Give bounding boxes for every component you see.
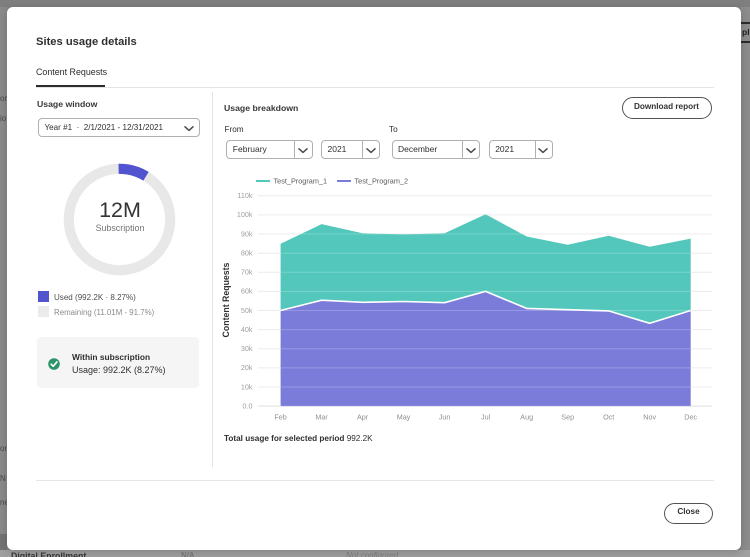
svg-text:0.0: 0.0 (243, 401, 253, 410)
svg-text:Jul: Jul (481, 413, 491, 422)
svg-text:Sep: Sep (561, 413, 574, 422)
svg-text:60k: 60k (241, 287, 253, 296)
svg-text:Jun: Jun (439, 413, 451, 422)
svg-text:100k: 100k (237, 210, 253, 219)
svg-text:70k: 70k (241, 268, 253, 277)
svg-text:Content Requests: Content Requests (221, 262, 231, 337)
svg-text:40k: 40k (241, 325, 253, 334)
svg-text:Test_Program_1: Test_Program_1 (274, 177, 328, 186)
svg-text:Oct: Oct (603, 413, 614, 422)
svg-text:30k: 30k (241, 344, 253, 353)
svg-text:Apr: Apr (357, 413, 369, 422)
svg-text:10k: 10k (241, 382, 253, 391)
svg-text:Nov: Nov (643, 413, 656, 422)
svg-text:May: May (397, 413, 411, 422)
svg-text:Dec: Dec (684, 413, 697, 422)
svg-text:Test_Program_2: Test_Program_2 (355, 177, 409, 186)
svg-text:Feb: Feb (274, 413, 286, 422)
svg-text:Aug: Aug (520, 413, 533, 422)
svg-text:110k: 110k (237, 191, 252, 200)
svg-text:80k: 80k (241, 249, 253, 258)
svg-text:90k: 90k (241, 229, 253, 238)
svg-text:20k: 20k (241, 363, 253, 372)
svg-text:50k: 50k (241, 306, 253, 315)
svg-text:Mar: Mar (315, 413, 328, 422)
